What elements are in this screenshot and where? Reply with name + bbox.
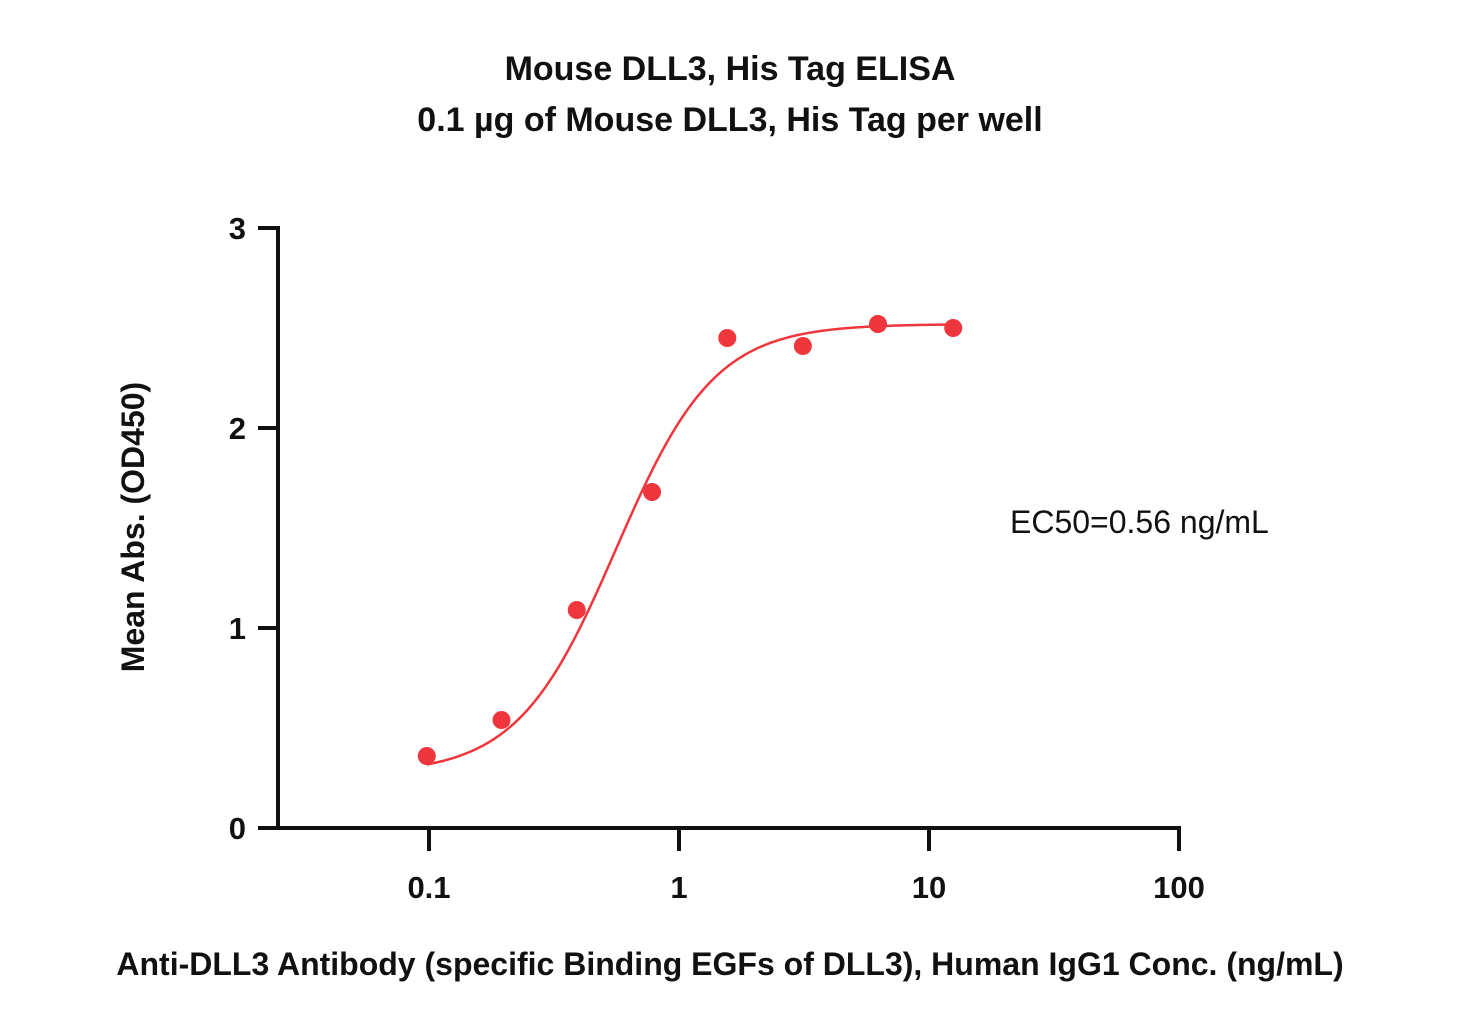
x-ticks: 0.1 1 10 100 <box>407 828 1205 905</box>
data-point <box>868 315 887 333</box>
data-point <box>492 711 511 729</box>
data-point <box>643 483 662 501</box>
ec50-annotation: EC50=0.56 ng/mL <box>1010 504 1269 540</box>
y-ticks: 0 1 2 3 <box>229 211 278 846</box>
y-tick-label: 1 <box>229 611 246 646</box>
y-axis-label: Mean Abs. (OD450) <box>115 382 151 672</box>
y-tick-label: 0 <box>229 811 246 846</box>
data-point <box>793 337 812 355</box>
x-axis-label: Anti-DLL3 Antibody (specific Binding EGF… <box>116 946 1343 982</box>
data-points <box>417 315 963 765</box>
x-tick-label: 0.1 <box>407 870 450 905</box>
x-tick-label: 10 <box>912 870 946 905</box>
data-point <box>718 329 737 347</box>
data-point <box>567 601 586 619</box>
y-tick-label: 2 <box>229 411 246 446</box>
data-point <box>417 747 436 765</box>
y-tick-label: 3 <box>229 211 246 246</box>
chart-subtitle: 0.1 µg of Mouse DLL3, His Tag per well <box>417 101 1042 139</box>
data-point <box>944 319 963 337</box>
axes <box>258 226 1181 830</box>
x-tick-label: 100 <box>1153 870 1205 905</box>
chart-title: Mouse DLL3, His Tag ELISA <box>505 50 956 88</box>
x-tick-label: 1 <box>670 870 687 905</box>
fit-curve <box>426 323 954 766</box>
